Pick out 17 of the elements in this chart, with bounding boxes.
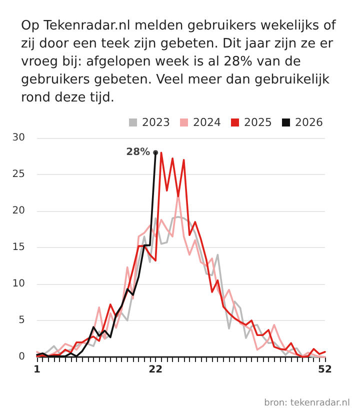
x-tick-label: 22 — [148, 364, 163, 376]
text: bron: tekenradar.nl — [264, 398, 350, 408]
y-tick-label: 30 — [12, 132, 25, 144]
legend-label: 2024 — [193, 116, 222, 129]
y-tick-label: 25 — [12, 169, 25, 180]
y-tick-label: 0 — [18, 352, 25, 362]
legend-label: 2026 — [295, 116, 324, 129]
legend-label: 2023 — [142, 116, 170, 129]
y-tick-label: 5 — [18, 315, 25, 326]
y-tick-label: 15 — [12, 242, 25, 253]
x-tick-label: 52 — [318, 364, 332, 376]
chart-title: Op Tekenradar.nl melden gebruikers wekelijks of zij door een teek zijn gebeten. Dit jaar zijn ze er vroeg bij: afgelopen week is al 28% van de gebruikers gebeten. Veel meer dan gebruikelijk rond deze tijd. — [21, 18, 340, 106]
y-tick-label: 10 — [12, 278, 25, 290]
y-tick-label: 20 — [12, 206, 25, 216]
annotation: 28% — [126, 147, 150, 158]
legend-label: 2025 — [244, 116, 272, 129]
x-tick-label: 1 — [34, 364, 41, 376]
